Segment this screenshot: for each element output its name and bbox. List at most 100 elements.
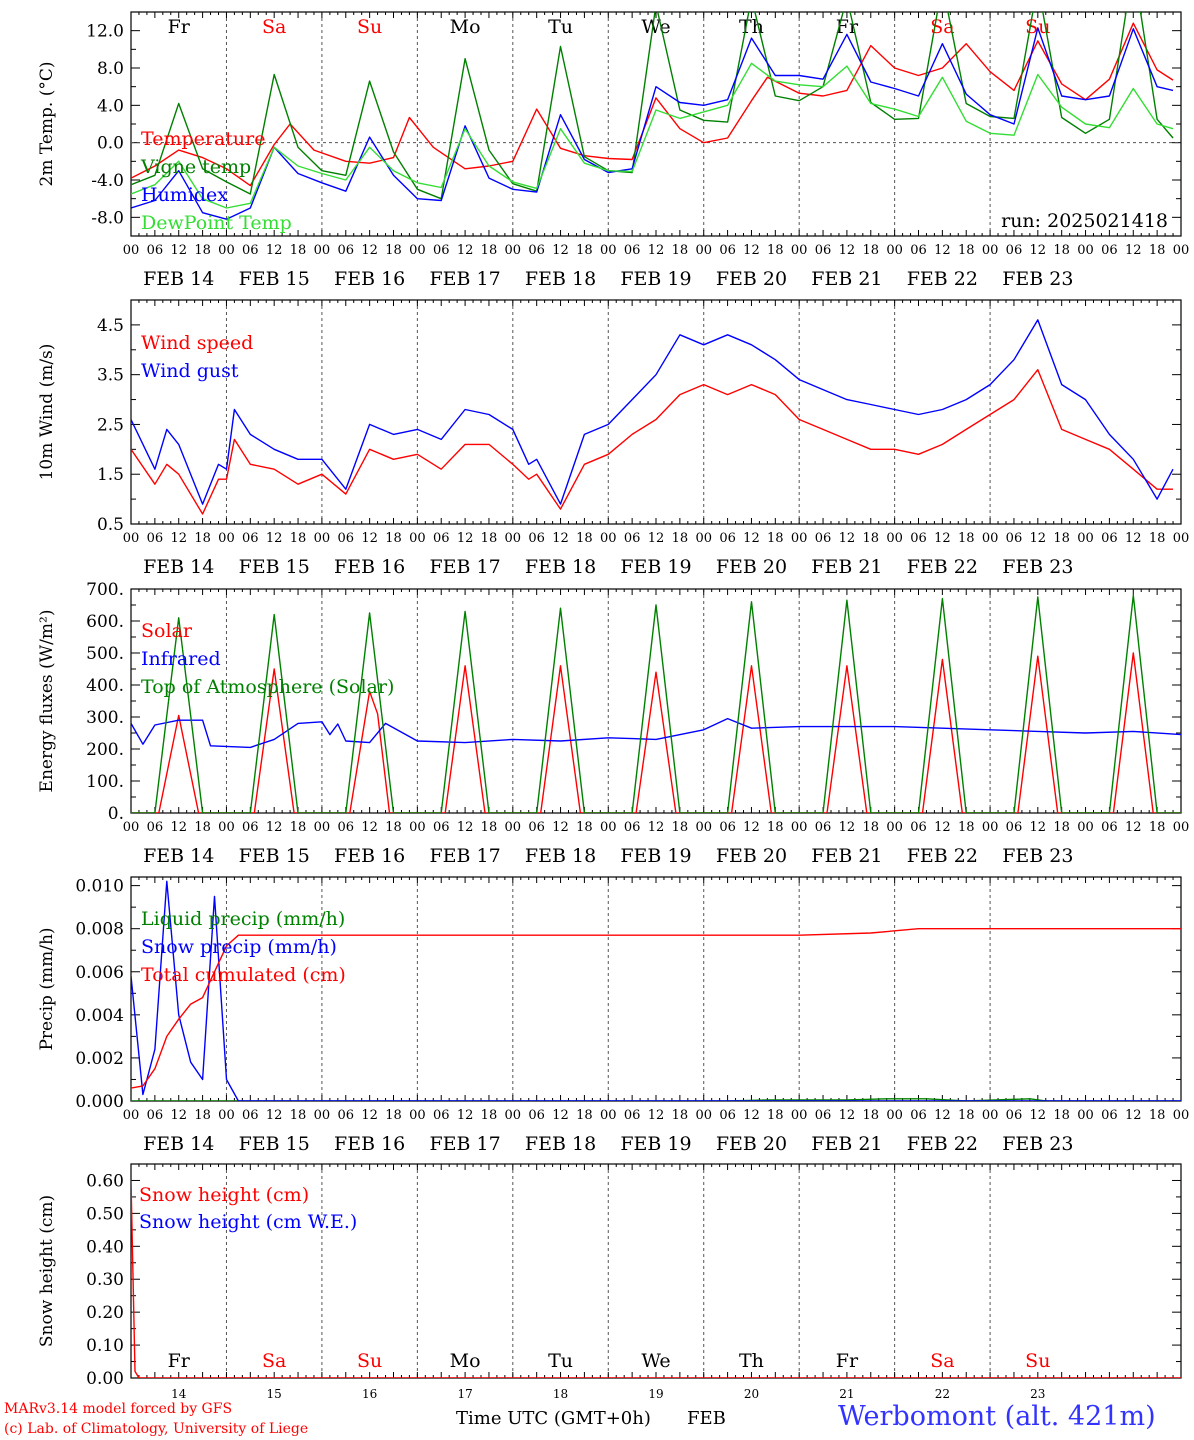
x-hour-label: 12 (934, 531, 951, 546)
x-date-label: FEB 15 (239, 845, 310, 867)
x-date-label: FEB 14 (143, 1133, 214, 1155)
month-label: FEB (687, 1408, 726, 1429)
legend-entry: Temperature (141, 128, 265, 150)
lab-credit: (c) Lab. of Climatology, University of L… (4, 1421, 309, 1437)
energy-y-title: Energy fluxes (W/m²) (37, 610, 57, 793)
x-hour-label: 12 (170, 531, 187, 546)
x-hour-label: 06 (528, 1108, 545, 1123)
x-hour-label: 18 (481, 531, 498, 546)
x-hour-label: 18 (767, 1108, 784, 1123)
weekday-label: Fr (168, 16, 191, 38)
x-hour-label: 12 (170, 1108, 187, 1123)
x-hour-label: 18 (958, 820, 975, 835)
x-hour-label: 06 (910, 243, 927, 258)
x-hour-label: 12 (839, 1108, 856, 1123)
x-hour-label: 12 (743, 243, 760, 258)
x-hour-label: 12 (934, 243, 951, 258)
x-hour-label: 00 (886, 1108, 903, 1123)
weekday-label: We (641, 1350, 670, 1372)
run-annotation: run: 2025021418 (1001, 210, 1168, 232)
x-hour-label: 12 (170, 820, 187, 835)
day-number-label: 14 (171, 1387, 187, 1401)
series-humidex (131, 27, 1174, 220)
x-hour-label: 12 (457, 1108, 474, 1123)
x-hour-label: 00 (1173, 1108, 1190, 1123)
x-hour-label: 12 (552, 1108, 569, 1123)
x-hour-label: 00 (1173, 243, 1190, 258)
weekday-label: Sa (930, 1350, 954, 1372)
day-number-label: 22 (935, 1387, 950, 1401)
x-hour-label: 18 (194, 1108, 211, 1123)
x-date-label: FEB 17 (429, 556, 500, 578)
x-hour-label: 06 (242, 243, 259, 258)
x-hour-label: 12 (1030, 531, 1047, 546)
day-number-label: 16 (362, 1387, 377, 1401)
x-hour-label: 06 (815, 1108, 832, 1123)
x-hour-label: 06 (624, 820, 641, 835)
x-hour-label: 18 (958, 243, 975, 258)
x-date-label: FEB 20 (716, 268, 787, 290)
x-date-label: FEB 22 (907, 268, 978, 290)
x-hour-label: 06 (433, 1108, 450, 1123)
legend-entry: Liquid precip (mm/h) (141, 908, 345, 930)
y-tick-label: 0.0 (97, 134, 124, 154)
x-hour-label: 18 (862, 531, 879, 546)
series-vigne-temp (131, 12, 1174, 200)
x-hour-label: 18 (767, 820, 784, 835)
x-hour-label: 12 (361, 820, 378, 835)
x-date-label: FEB 16 (334, 845, 405, 867)
x-hour-label: 18 (672, 531, 689, 546)
x-hour-label: 12 (1030, 1108, 1047, 1123)
x-date-label: FEB 18 (525, 1133, 596, 1155)
y-tick-label: 0.002 (75, 1049, 124, 1069)
x-hour-label: 00 (695, 1108, 712, 1123)
time-axis-title: Time UTC (GMT+0h) (456, 1408, 651, 1429)
x-hour-label: 12 (170, 243, 187, 258)
x-date-label: FEB 15 (239, 556, 310, 578)
x-hour-label: 00 (791, 531, 808, 546)
x-date-label: FEB 23 (1002, 268, 1073, 290)
y-tick-label: 0. (108, 804, 124, 824)
x-hour-label: 18 (576, 820, 593, 835)
x-date-label: FEB 18 (525, 268, 596, 290)
x-hour-label: 00 (123, 820, 140, 835)
x-date-label: FEB 22 (907, 845, 978, 867)
x-hour-label: 18 (385, 1108, 402, 1123)
temp-y-title: 2m Temp. (°C) (37, 61, 57, 186)
x-hour-label: 00 (1173, 531, 1190, 546)
x-hour-label: 12 (457, 820, 474, 835)
x-hour-label: 06 (719, 1108, 736, 1123)
x-hour-label: 06 (1006, 1108, 1023, 1123)
x-date-label: FEB 14 (143, 845, 214, 867)
x-hour-label: 18 (1149, 243, 1166, 258)
x-date-label: FEB 21 (811, 845, 882, 867)
day-number-label: 18 (553, 1387, 568, 1401)
x-hour-label: 06 (910, 1108, 927, 1123)
x-hour-label: 18 (672, 1108, 689, 1123)
x-hour-label: 00 (314, 1108, 331, 1123)
x-hour-label: 06 (528, 243, 545, 258)
x-hour-label: 12 (1125, 531, 1142, 546)
x-hour-label: 06 (1101, 243, 1118, 258)
weekday-label: Fr (168, 1350, 191, 1372)
x-hour-label: 12 (552, 531, 569, 546)
y-tick-label: 1.5 (97, 465, 124, 485)
weekday-label: Mo (450, 16, 481, 38)
series-snow-precip-mm-h (131, 880, 1181, 1101)
x-hour-label: 06 (337, 531, 354, 546)
x-hour-label: 06 (147, 243, 164, 258)
legend-entry: Humidex (141, 184, 228, 206)
x-hour-label: 06 (815, 243, 832, 258)
x-hour-label: 06 (147, 531, 164, 546)
x-hour-label: 18 (1149, 1108, 1166, 1123)
x-hour-label: 18 (576, 1108, 593, 1123)
x-hour-label: 00 (600, 1108, 617, 1123)
x-hour-label: 12 (648, 243, 665, 258)
x-hour-label: 12 (457, 243, 474, 258)
x-date-label: FEB 16 (334, 268, 405, 290)
y-tick-label: 0.006 (75, 963, 124, 983)
y-tick-label: 0.000 (75, 1092, 124, 1112)
x-hour-label: 12 (1125, 820, 1142, 835)
x-hour-label: 00 (505, 820, 522, 835)
